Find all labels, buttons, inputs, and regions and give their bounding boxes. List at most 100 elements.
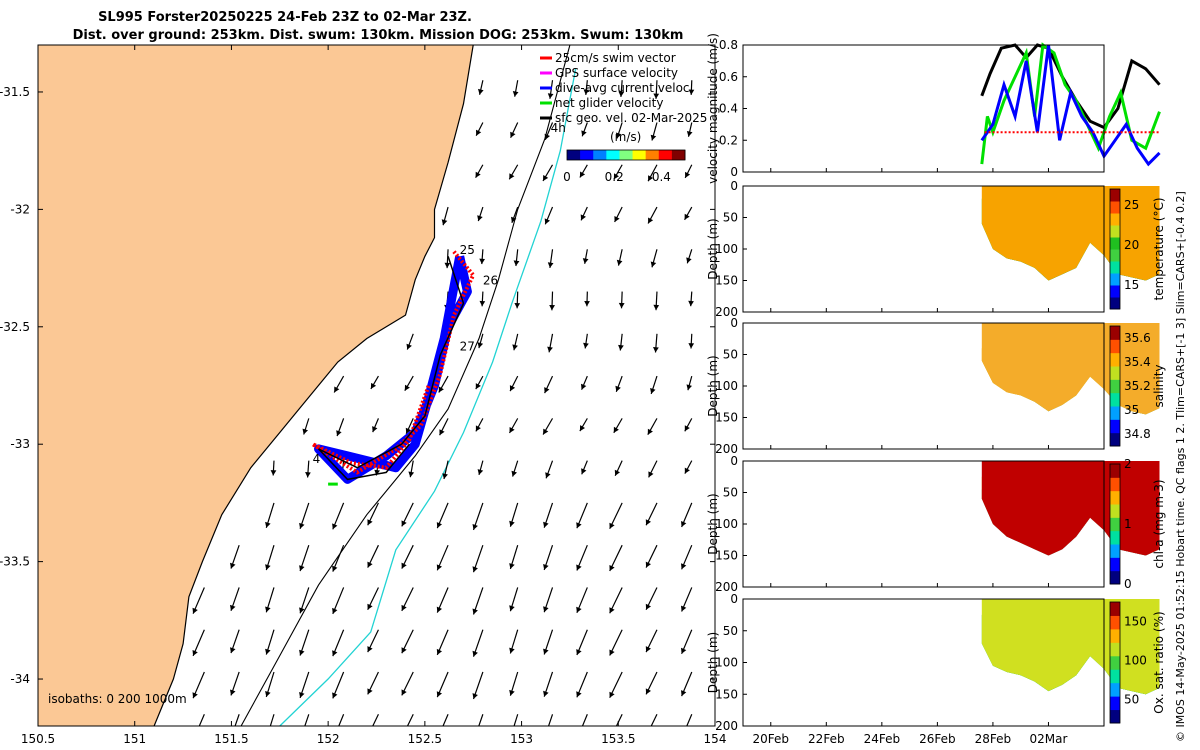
y-axis-label: Depth (m) bbox=[706, 493, 720, 554]
velocity-arrow-head bbox=[613, 173, 619, 180]
colorbar-step bbox=[1110, 544, 1120, 558]
velocity-arrow-head bbox=[332, 523, 338, 530]
colorbar-step bbox=[1110, 432, 1120, 447]
scale-unit: (m/s) bbox=[610, 130, 641, 144]
legend-label: 25cm/s swim vector bbox=[555, 51, 676, 65]
velocity-arrow-head bbox=[402, 732, 407, 738]
day-label-27: 27 bbox=[460, 339, 475, 353]
velocity-arrow-head bbox=[543, 606, 549, 613]
velocity-arrow-head bbox=[472, 693, 478, 699]
colorbar-step bbox=[1110, 285, 1120, 298]
velocity-arrow-head bbox=[684, 467, 690, 474]
colorbar-label: temperature (°C) bbox=[1152, 198, 1166, 301]
velocity-arrow-head bbox=[265, 521, 271, 528]
velocity-arrow-head bbox=[406, 343, 412, 350]
legend-label: net glider velocity bbox=[555, 96, 663, 110]
velocity-arrow-head bbox=[579, 425, 585, 432]
velocity-arrow-head bbox=[581, 468, 587, 475]
velocity-vector-field bbox=[192, 80, 695, 741]
scale-color-step bbox=[645, 150, 660, 160]
velocity-arrow-head bbox=[688, 343, 695, 349]
scale-tick-label: 0.4 bbox=[652, 170, 671, 184]
velocity-arrow-head bbox=[543, 733, 549, 739]
y-tick-label: -33.5 bbox=[0, 555, 30, 569]
velocity-arrow bbox=[304, 714, 310, 726]
y-tick-label: 0 bbox=[730, 454, 738, 468]
velocity-arrow-head bbox=[478, 88, 484, 95]
colorbar-step bbox=[1110, 517, 1120, 532]
y-axis-label: Depth (m) bbox=[706, 632, 720, 693]
velocity-arrow-head bbox=[436, 564, 442, 571]
velocity-arrow-head bbox=[299, 565, 305, 572]
colorbar-step bbox=[1110, 682, 1120, 697]
velocity-arrow-head bbox=[650, 134, 657, 141]
velocity-arrow-head bbox=[653, 304, 660, 311]
velocity-arrow-head bbox=[230, 562, 236, 569]
title-line2: Dist. over ground: 253km. Dist. swum: 13… bbox=[73, 28, 684, 43]
isobaths-label: isobaths: 0 200 1000m bbox=[48, 692, 187, 706]
day-label-26: 26 bbox=[483, 274, 498, 288]
legend-label: sfc geo. vel. 02-Mar-2025 bbox=[555, 111, 707, 125]
scale-colorbar bbox=[566, 149, 686, 161]
y-tick-label: 150 bbox=[715, 687, 738, 701]
velocity-arrow-head bbox=[648, 175, 654, 182]
velocity-arrow-head bbox=[477, 215, 483, 222]
colorbar-step bbox=[1110, 261, 1120, 274]
colorbar-step bbox=[1110, 406, 1120, 420]
velocity-arrow-head bbox=[615, 385, 621, 392]
colorbar-tick-label: 35.4 bbox=[1124, 355, 1151, 369]
colorbar-step bbox=[1110, 326, 1120, 340]
y-tick-label: 0.8 bbox=[719, 38, 738, 52]
y-tick-label: 50 bbox=[723, 211, 738, 225]
scale-color-step bbox=[671, 150, 686, 160]
velocity-arrow-head bbox=[436, 648, 442, 655]
legend-label: dive-avg current veloc. bbox=[555, 81, 693, 95]
velocity-arrow-head bbox=[513, 260, 520, 266]
velocity-arrow-head bbox=[230, 689, 236, 696]
scale-color-step bbox=[619, 150, 634, 160]
velocity-arrow-head bbox=[514, 303, 521, 309]
velocity-arrow-head bbox=[367, 646, 373, 653]
velocity-arrow-head bbox=[367, 561, 373, 568]
scale-color-step bbox=[580, 150, 594, 160]
velocity-arrow-head bbox=[511, 470, 517, 477]
map-frame bbox=[37, 44, 716, 727]
velocity-arrow-head bbox=[192, 607, 198, 614]
y-tick-label: 150 bbox=[715, 411, 738, 425]
velocity-arrow-head bbox=[401, 604, 407, 611]
velocity-arrow-head bbox=[401, 689, 407, 696]
velocity-arrow bbox=[372, 713, 379, 726]
y-tick-label: 0 bbox=[730, 179, 738, 193]
scale-ticks: 0 0.2 0.4 bbox=[563, 170, 671, 184]
velocity-arrow-head bbox=[404, 384, 410, 391]
velocity-arrow bbox=[478, 714, 484, 726]
velocity-arrow-head bbox=[681, 563, 687, 570]
velocity-arrow bbox=[547, 714, 554, 726]
x-tick-label: 150.5 bbox=[21, 732, 55, 746]
velocity-arrow-head bbox=[332, 565, 338, 572]
colorbar-label: Ox. sat. ratio (%) bbox=[1152, 611, 1166, 713]
colorbar-step bbox=[1110, 477, 1120, 492]
velocity-arrow-head bbox=[230, 604, 236, 611]
velocity-arrow-head bbox=[265, 691, 271, 697]
velocity-arrow-head bbox=[547, 262, 554, 268]
velocity-arrow-head bbox=[681, 521, 687, 527]
velocity-arrow-head bbox=[615, 132, 622, 139]
series-line-sfc_geo bbox=[980, 43, 1161, 130]
y-axis-label: Depth (m) bbox=[706, 355, 720, 416]
colorbar-step bbox=[1110, 655, 1120, 670]
land-area bbox=[38, 45, 474, 726]
y-tick-label: 0 bbox=[730, 165, 738, 179]
isobath-200m bbox=[240, 45, 571, 726]
velocity-arrow-head bbox=[473, 735, 478, 741]
velocity-arrow-head bbox=[401, 520, 407, 527]
side-note: © IMOS 14-May-2025 01:52:15 Hobart time.… bbox=[1174, 191, 1187, 742]
scale-frame bbox=[566, 149, 686, 161]
scale-tick-label: 0.2 bbox=[605, 170, 624, 184]
velocity-arrow-head bbox=[299, 607, 305, 614]
